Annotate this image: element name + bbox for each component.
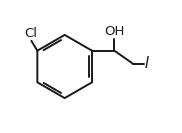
Text: I: I (145, 56, 149, 71)
Text: OH: OH (104, 25, 125, 38)
Text: Cl: Cl (24, 27, 37, 40)
